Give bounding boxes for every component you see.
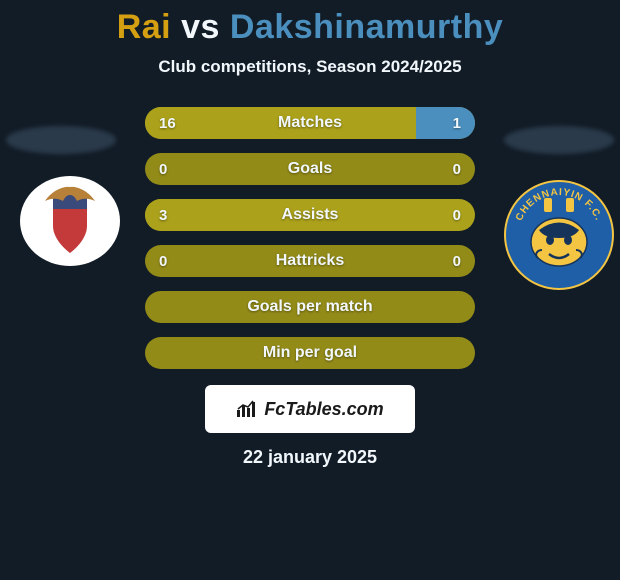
player1-name: Rai [117, 8, 171, 46]
stat-value-left: 3 [159, 199, 167, 231]
stat-bar: Min per goal [145, 337, 475, 369]
fctables-chart-icon [236, 400, 258, 418]
atk-logo-icon [25, 181, 115, 261]
stat-value-right: 0 [453, 153, 461, 185]
comparison-card: Rai vs Dakshinamurthy Club competitions,… [0, 0, 620, 580]
stat-value-right: 0 [453, 245, 461, 277]
stat-label: Min per goal [145, 337, 475, 369]
club-shadow-right [504, 126, 614, 154]
subtitle: Club competitions, Season 2024/2025 [0, 57, 620, 77]
stat-value-left: 0 [159, 153, 167, 185]
stat-bars: Matches161Goals00Assists30Hattricks00Goa… [145, 107, 475, 369]
stat-label: Goals [145, 153, 475, 185]
vs-label: vs [181, 8, 220, 46]
title: Rai vs Dakshinamurthy [0, 8, 620, 47]
stat-label: Assists [145, 199, 475, 231]
stat-bar: Goals per match [145, 291, 475, 323]
branding-badge: FcTables.com [205, 385, 415, 433]
stat-bar: Goals0 0 [145, 153, 475, 185]
club-logo-right: CHENNAIYIN F.C. [504, 180, 614, 290]
stat-bar: Hattricks0 0 [145, 245, 475, 277]
stat-value-left: 0 [159, 245, 167, 277]
chennaiyin-logo-icon: CHENNAIYIN F.C. [504, 180, 614, 290]
stat-label: Goals per match [145, 291, 475, 323]
stat-label: Matches [145, 107, 475, 139]
player2-name: Dakshinamurthy [230, 8, 503, 46]
stat-value-left: 16 [159, 107, 176, 139]
stat-bar: Matches16 1 [145, 107, 475, 139]
club-logo-left [20, 176, 120, 266]
stat-value-right: 0 [453, 199, 461, 231]
stat-label: Hattricks [145, 245, 475, 277]
date-label: 22 january 2025 [0, 447, 620, 468]
stat-value-right: 1 [453, 107, 461, 139]
stat-bar: Assists3 0 [145, 199, 475, 231]
club-shadow-left [6, 126, 116, 154]
branding-text: FcTables.com [264, 399, 383, 420]
